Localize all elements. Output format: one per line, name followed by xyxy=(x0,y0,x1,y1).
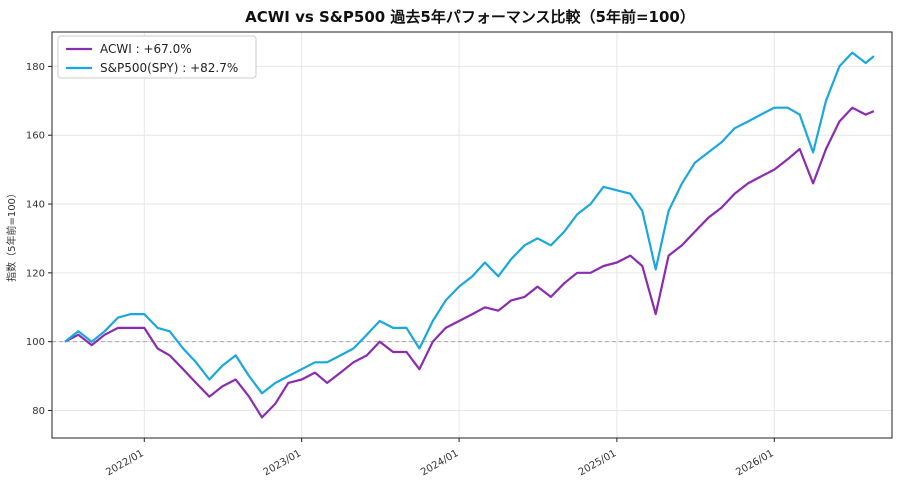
legend: ACWI : +67.0% S&P500(SPY) : +82.7% xyxy=(57,35,257,79)
legend-box xyxy=(57,35,257,79)
y-tick-label: 160 xyxy=(26,131,45,142)
chart-title: ACWI vs S&P500 過去5年パフォーマンス比較（5年前=100） xyxy=(245,8,695,26)
legend-label: S&P500(SPY) : +82.7% xyxy=(100,61,238,75)
y-tick-label: 140 xyxy=(26,200,45,211)
plot-frame xyxy=(51,31,893,439)
legend-label: ACWI : +67.0% xyxy=(100,42,192,56)
y-tick-label: 100 xyxy=(26,337,45,348)
y-tick-label: 80 xyxy=(32,406,45,417)
series-line-spy xyxy=(64,51,875,395)
series-line-acwi xyxy=(64,106,875,419)
y-axis-label: 指数（5年前=100） xyxy=(5,188,18,282)
y-tick-label: 180 xyxy=(26,62,45,73)
y-axis-ticks: 80 100 120 140 160 180 xyxy=(26,62,52,417)
y-tick-label: 120 xyxy=(26,268,45,279)
series-layer xyxy=(64,51,875,419)
